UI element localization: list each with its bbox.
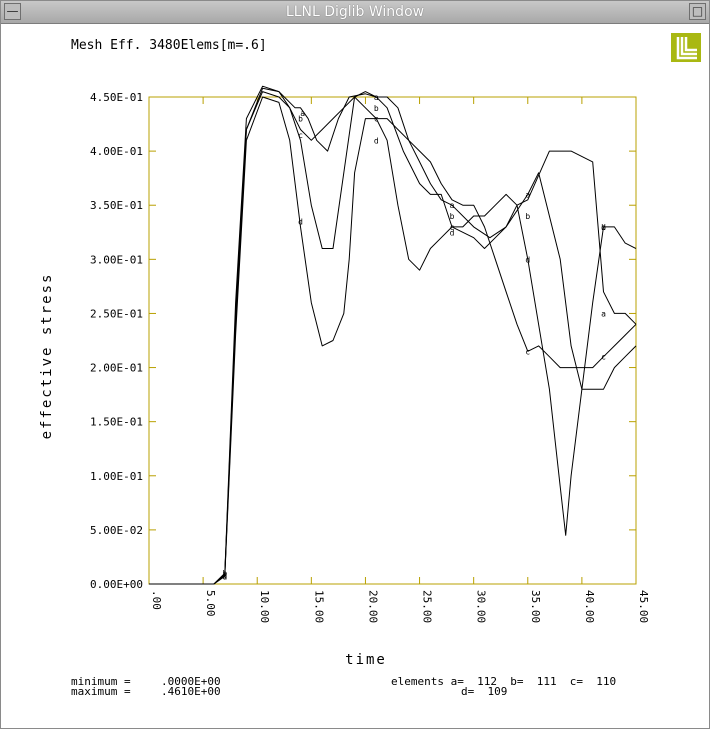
marker-d: d [450, 228, 455, 237]
x-tick-label: 5.00 [204, 590, 217, 617]
y-tick-label: 0.00E+00 [90, 578, 143, 591]
x-tick-label: 40.00 [583, 590, 596, 623]
y-tick-label: 1.50E-01 [90, 416, 143, 429]
y-tick-label: 4.50E-01 [90, 91, 143, 104]
elements-line-1: elements a= 112 b= 111 c= 110 [391, 675, 616, 688]
y-axis-label: effective stress [39, 273, 55, 440]
marker-b: b [222, 569, 227, 578]
series-line-c [149, 91, 637, 585]
x-tick-label: 35.00 [529, 590, 542, 623]
marker-c: c [601, 353, 606, 362]
marker-d: d [298, 217, 303, 226]
y-tick-label: 5.00E-02 [90, 524, 143, 537]
y-tick-label: 2.00E-01 [90, 362, 143, 375]
marker-a: a [300, 109, 305, 118]
minimum-label: minimum = [71, 675, 131, 688]
maximum-label: maximum = [71, 685, 131, 698]
minimum-value: .0000E+00 [161, 675, 221, 688]
marker-c: c [374, 115, 379, 124]
title-bar[interactable]: — LLNL Diglib Window □ [1, 1, 709, 24]
llnl-logo-icon [671, 33, 701, 62]
system-menu-icon[interactable]: — [4, 3, 21, 20]
plot-area: Mesh Eff. 3480Elems[m=.6] 0.00E+00 5.00E-… [39, 33, 701, 698]
marker-b: b [450, 212, 455, 221]
y-tick-label: 3.00E-01 [90, 253, 143, 266]
marker-a: a [450, 201, 455, 210]
x-axis-label: time [345, 652, 387, 668]
plot-frame [148, 96, 637, 585]
window-title: LLNL Diglib Window [285, 4, 425, 20]
marker-c: c [298, 131, 303, 140]
chart-title: Mesh Eff. 3480Elems[m=.6] [71, 38, 267, 53]
x-tick-label: 30.00 [475, 590, 488, 623]
marker-b: b [374, 104, 379, 113]
maximize-icon[interactable]: □ [689, 3, 706, 20]
marker-b: b [298, 115, 303, 124]
y-tick-label: 1.00E-01 [90, 470, 143, 483]
y-tick-label: 2.50E-01 [90, 307, 143, 320]
marker-a: a [601, 309, 606, 318]
x-tick-label: 10.00 [258, 590, 271, 623]
x-tick-label: 25.00 [421, 590, 434, 623]
marker-d: d [222, 572, 227, 581]
marker-d: d [525, 255, 530, 264]
series-line-b [149, 85, 637, 585]
marker-a: a [525, 190, 530, 199]
x-tick-label: 20.00 [366, 590, 379, 623]
marker-d: d [601, 223, 606, 232]
marker-c: c [525, 347, 530, 356]
x-tick-label: 15.00 [312, 590, 325, 623]
marker-b: b [601, 223, 606, 232]
marker-b: b [525, 212, 530, 221]
y-tick-label: 4.00E-01 [90, 145, 143, 158]
marker-a: a [222, 571, 227, 580]
marker-a: a [374, 93, 379, 102]
x-tick-label: 45.00 [637, 590, 650, 623]
x-tick-label: .00 [150, 590, 163, 610]
series-line-d [149, 96, 637, 585]
marker-d: d [374, 136, 379, 145]
y-tick-label: 3.50E-01 [90, 199, 143, 212]
marker-c: c [222, 570, 227, 579]
marker-c: c [450, 223, 455, 232]
elements-line-2: d= 109 [461, 685, 507, 698]
maximum-value: .4610E+00 [161, 685, 221, 698]
